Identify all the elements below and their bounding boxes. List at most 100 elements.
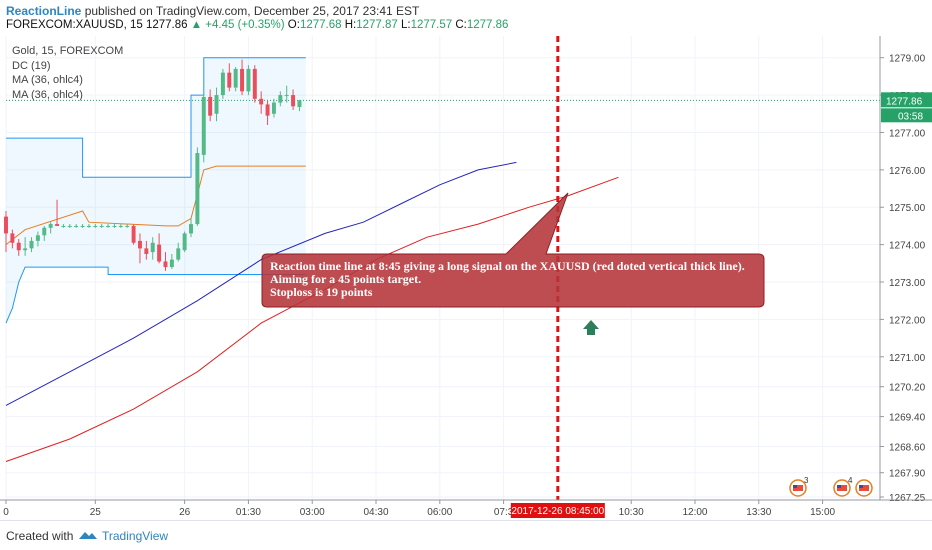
candle-body bbox=[118, 225, 123, 227]
author-link[interactable]: ReactionLine bbox=[6, 4, 82, 18]
high-label: H: bbox=[344, 19, 357, 31]
quote-line: FOREXCOM:XAUUSD, 15 1277.86 ▲ +4.45 (+0.… bbox=[6, 19, 508, 31]
price-tick-label: 1267.90 bbox=[889, 469, 926, 480]
candle-body bbox=[35, 235, 40, 241]
candle-body bbox=[67, 225, 72, 227]
publish-info: published on TradingView.com, December 2… bbox=[84, 4, 420, 18]
publish-line: ReactionLine published on TradingView.co… bbox=[6, 4, 419, 18]
price-change: ▲ +4.45 (+0.35%) bbox=[190, 19, 285, 31]
donchian-fill bbox=[6, 57, 306, 324]
price-axis[interactable]: 1279.001278.001277.001276.001275.001274.… bbox=[879, 36, 932, 504]
countdown-tag-label: 03:58 bbox=[898, 111, 923, 122]
candle-body bbox=[99, 225, 104, 227]
candle-body bbox=[61, 225, 66, 227]
candle-body bbox=[125, 225, 130, 227]
close-value: 1277.86 bbox=[466, 19, 509, 31]
donchian-mid-line bbox=[5, 165, 306, 245]
signal-callout: Reaction time line at 8:45 giving a long… bbox=[262, 255, 764, 307]
candle-body bbox=[201, 96, 206, 155]
high-value: 1277.87 bbox=[356, 19, 398, 31]
callout-line-2: Aiming for a 45 points target. bbox=[270, 272, 422, 286]
price-tick-label: 1277.00 bbox=[889, 128, 926, 139]
price-tick-label: 1273.00 bbox=[889, 278, 926, 289]
candle-body bbox=[189, 224, 193, 234]
event-count-label: 3 bbox=[804, 476, 809, 485]
candle-body bbox=[195, 153, 200, 225]
candle-body bbox=[10, 233, 15, 243]
candle-body bbox=[55, 224, 60, 226]
candle-body bbox=[42, 227, 47, 236]
candle-body bbox=[150, 242, 155, 253]
price-tick-label: 1267.25 bbox=[889, 493, 926, 504]
candle-body bbox=[137, 240, 142, 249]
tradingview-brand-link[interactable]: TradingView bbox=[102, 529, 169, 543]
price-tick-label: 1274.00 bbox=[889, 241, 926, 252]
candle-body bbox=[284, 95, 289, 97]
time-tick-label: 26 bbox=[179, 507, 191, 518]
last-price-tag-label: 1277.86 bbox=[886, 96, 923, 107]
flag-stripes-icon bbox=[859, 485, 869, 491]
candle-body bbox=[271, 102, 276, 114]
price-tick-label: 1276.00 bbox=[889, 166, 926, 177]
candle-body bbox=[48, 224, 53, 228]
legend-ma-1: MA (36, ohlc4) bbox=[12, 74, 83, 86]
candle-body bbox=[233, 68, 238, 88]
candle-body bbox=[74, 225, 79, 227]
candle-body bbox=[157, 244, 162, 262]
price-tick-label: 1270.20 bbox=[889, 383, 926, 394]
candle-body bbox=[214, 95, 219, 114]
candle-body bbox=[265, 104, 270, 116]
time-tick-label: 25 bbox=[90, 507, 102, 518]
time-tick-label: 06:00 bbox=[427, 507, 452, 518]
price-chart[interactable]: 1279.001278.001277.001276.001275.001274.… bbox=[0, 36, 932, 520]
callout-line-1: Reaction time line at 8:45 giving a long… bbox=[270, 259, 745, 273]
time-tick-label: 12:00 bbox=[682, 507, 707, 518]
candle-body bbox=[4, 216, 8, 234]
signal-time-tag bbox=[510, 503, 605, 518]
time-tick-label: 15:00 bbox=[810, 507, 835, 518]
candle-body bbox=[163, 261, 168, 268]
candle-body bbox=[176, 248, 181, 260]
close-label: C: bbox=[455, 19, 467, 31]
candle-body bbox=[86, 225, 91, 227]
callout-box bbox=[261, 192, 765, 308]
time-tick-label: 04:30 bbox=[363, 507, 388, 518]
time-tick-label: 0 bbox=[3, 507, 9, 518]
low-label: L: bbox=[401, 19, 411, 31]
candle-body bbox=[29, 240, 34, 249]
donchian-lower-line bbox=[5, 266, 306, 324]
symbol-label: FOREXCOM:XAUUSD, 15 bbox=[6, 19, 143, 31]
candle-body bbox=[80, 225, 85, 227]
candle-body bbox=[220, 72, 225, 96]
open-label: O: bbox=[287, 19, 300, 31]
candle-body bbox=[182, 233, 187, 251]
legend-ma-2: MA (36, ohlc4) bbox=[12, 89, 83, 101]
flag-stripes-icon bbox=[793, 485, 803, 491]
candle-body bbox=[246, 68, 251, 92]
price-tick-label: 1275.00 bbox=[889, 203, 926, 214]
candle-body bbox=[16, 242, 21, 251]
price-tick-label: 1271.00 bbox=[889, 353, 926, 364]
candle-body bbox=[93, 225, 98, 227]
candle-body bbox=[106, 225, 111, 227]
footer: Created with TradingView bbox=[0, 520, 932, 550]
moving-average-blue-line bbox=[5, 161, 517, 406]
time-tick-label: 07:3 bbox=[494, 507, 514, 518]
legend-title: Gold, 15, FOREXCOM bbox=[12, 45, 124, 57]
flag-canton-icon bbox=[793, 485, 797, 488]
candle-body bbox=[278, 95, 283, 103]
tradingview-logo-icon bbox=[79, 532, 97, 539]
chart-header: ReactionLine published on TradingView.co… bbox=[0, 0, 932, 36]
price-tick-label: 1268.60 bbox=[889, 443, 926, 454]
signal-time-tag-label: 2017-12-26 08:45:00 bbox=[511, 506, 604, 517]
price-tick-label: 1269.40 bbox=[889, 413, 926, 424]
candle-body bbox=[252, 68, 257, 99]
candle-body bbox=[131, 225, 136, 243]
time-tick-label: 03:00 bbox=[300, 507, 325, 518]
flag-stripes-icon bbox=[837, 485, 847, 491]
candle-body bbox=[144, 248, 149, 254]
candle-body bbox=[259, 98, 264, 105]
candle-body bbox=[227, 72, 232, 88]
candle-body bbox=[208, 96, 213, 116]
time-axis[interactable]: 0 25 26 01:30 03:00 04:30 06:00 07:3 10:30 12:00 1… bbox=[0, 476, 932, 518]
